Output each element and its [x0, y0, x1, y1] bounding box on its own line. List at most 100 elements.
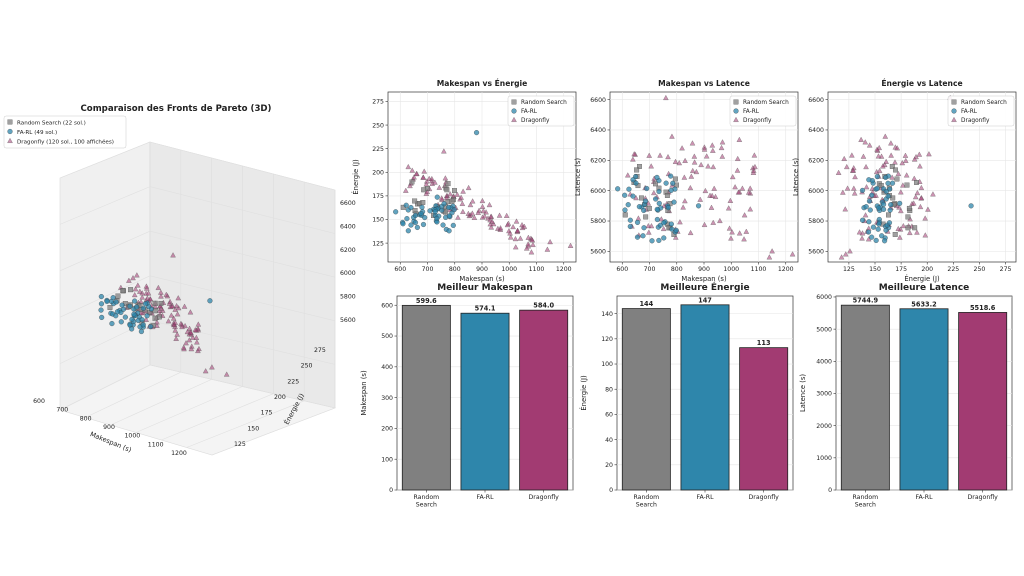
data-point	[408, 222, 414, 228]
data-point	[916, 151, 923, 157]
data-point	[656, 200, 662, 206]
bar	[840, 304, 890, 491]
data-point	[503, 212, 510, 218]
bar-chart-6: 0 1000 2000 3000 4000 5000 6000 Meilleure Laten…	[799, 283, 1013, 509]
data-point	[889, 174, 895, 180]
x-tick-label: Dragonfly	[968, 494, 999, 501]
data-point	[622, 192, 628, 198]
grid-line	[149, 275, 336, 322]
data-point	[903, 172, 910, 178]
data-point	[429, 175, 435, 182]
data-point	[181, 303, 188, 309]
data-point	[114, 309, 120, 315]
data-point	[148, 324, 154, 330]
data-point	[852, 174, 858, 180]
data-point	[883, 227, 889, 233]
grid-line	[186, 400, 305, 448]
data-point	[418, 210, 424, 217]
data-point	[488, 224, 494, 230]
data-point	[140, 322, 146, 328]
x-tick-label: Search	[855, 502, 876, 509]
data-point	[905, 225, 911, 231]
grid-line	[59, 186, 151, 225]
data-point	[858, 136, 864, 142]
x-tick-label: Dragonfly	[529, 494, 560, 501]
y-tick-label: 225	[287, 378, 299, 385]
legend-text: Dragonfly (120 sol., 100 affichées)	[17, 138, 114, 145]
data-point	[128, 287, 134, 293]
y-tick-label: 250	[301, 363, 313, 370]
data-point	[708, 204, 715, 210]
y-tick-label: 6000	[590, 188, 606, 195]
data-point	[886, 220, 893, 226]
data-point	[183, 340, 189, 346]
data-point	[876, 221, 882, 227]
data-point	[142, 301, 149, 307]
data-point	[196, 345, 202, 352]
x-tick-label: 600	[33, 398, 45, 405]
x-tick-label: FA-RL	[696, 494, 714, 501]
data-point	[627, 217, 633, 223]
y-tick-label: 100	[381, 456, 393, 463]
data-point	[168, 312, 175, 318]
data-point	[143, 283, 150, 289]
data-point	[648, 163, 654, 169]
data-point	[862, 212, 869, 218]
data-point	[138, 328, 144, 335]
legend-marker	[511, 108, 517, 114]
data-point	[170, 315, 177, 321]
data-point	[497, 225, 504, 231]
data-point	[691, 159, 698, 165]
data-point	[459, 200, 466, 206]
data-point	[186, 337, 193, 343]
x-tick-label: 200	[921, 266, 933, 273]
data-point	[403, 202, 409, 208]
data-point	[897, 200, 903, 206]
data-point	[421, 187, 427, 193]
data-point	[687, 229, 694, 235]
data-point	[413, 171, 420, 177]
x-tick-label: 1200	[556, 266, 572, 273]
data-point	[165, 318, 172, 324]
data-point	[469, 198, 476, 204]
legend-text: Dragonfly	[743, 118, 772, 124]
data-point	[698, 161, 704, 168]
data-point	[918, 195, 924, 201]
data-point	[649, 238, 655, 244]
data-point	[634, 167, 640, 173]
x-tick-label: 800	[449, 266, 461, 273]
grid-line	[110, 379, 212, 426]
data-point	[521, 223, 528, 229]
data-point	[687, 185, 694, 191]
data-point	[883, 158, 889, 164]
y-tick-label: 150	[372, 217, 384, 224]
data-point	[881, 206, 887, 212]
data-point	[663, 180, 669, 186]
plot-title: Makespan vs Énergie	[437, 79, 528, 88]
data-point	[725, 205, 732, 211]
data-point	[897, 234, 903, 240]
legend-text: Random Search (22 sol.)	[17, 120, 86, 126]
grid-line	[149, 364, 336, 409]
data-point	[702, 187, 709, 194]
y-tick-label: 80	[605, 386, 613, 393]
x-axis-label: Makespan (s)	[459, 275, 505, 283]
data-point	[158, 289, 164, 295]
x-tick-label: 700	[56, 407, 68, 414]
x-tick-label: 700	[422, 266, 434, 273]
data-point	[895, 170, 902, 176]
y-tick-label: 6600	[808, 97, 824, 104]
data-point	[446, 213, 452, 219]
data-point	[145, 290, 152, 296]
data-point	[863, 164, 869, 170]
legend-marker	[7, 119, 13, 125]
data-point	[118, 319, 124, 325]
data-point	[646, 229, 652, 235]
data-point	[152, 300, 158, 306]
y-tick-label: 140	[601, 311, 613, 318]
plot-title: Meilleure Énergie	[660, 281, 749, 293]
y-tick-label: 5600	[808, 249, 824, 256]
data-point	[633, 180, 639, 186]
data-point	[766, 254, 773, 260]
y-tick-label: 3000	[816, 391, 832, 398]
